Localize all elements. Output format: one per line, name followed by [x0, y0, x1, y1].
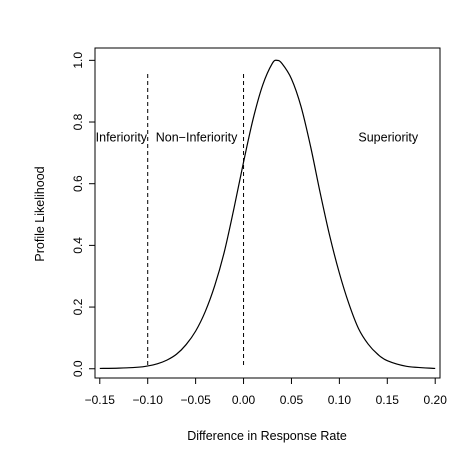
likelihood-curve: [99, 59, 436, 370]
x-tick-label-0: −0.15: [85, 393, 116, 407]
region-annotations: Inferiority Non−Inferiority Superiority: [96, 130, 419, 144]
x-tick-label-1: −0.10: [133, 393, 164, 407]
x-axis-title: Difference in Response Rate: [187, 429, 347, 443]
annotation-1: Non−Inferiority: [156, 130, 238, 144]
x-axis: −0.15 −0.10 −0.05 0.00 0.05 0.10 0.15 0.20: [85, 377, 448, 407]
x-tick-label-7: 0.20: [424, 393, 448, 407]
y-tick-label-4: 0.8: [71, 113, 85, 130]
x-tick-label-5: 0.10: [328, 393, 352, 407]
annotation-2: Superiority: [358, 130, 418, 144]
x-tick-label-6: 0.15: [376, 393, 400, 407]
annotation-0: Inferiority: [96, 130, 148, 144]
y-axis-title: Profile Likelihood: [33, 166, 47, 261]
y-tick-label-1: 0.2: [71, 298, 85, 315]
y-tick-label-0: 0.0: [71, 360, 85, 377]
y-axis: 0.0 0.2 0.4 0.6 0.8 1.0: [71, 52, 96, 377]
x-tick-label-3: 0.00: [232, 393, 256, 407]
reference-lines: [147, 74, 245, 366]
y-tick-label-5: 1.0: [71, 52, 85, 69]
y-tick-label-3: 0.6: [71, 175, 85, 192]
y-tick-label-2: 0.4: [71, 237, 85, 254]
plot-frame: [94, 47, 441, 379]
x-tick-label-2: −0.05: [180, 393, 211, 407]
x-tick-label-4: 0.05: [280, 393, 304, 407]
